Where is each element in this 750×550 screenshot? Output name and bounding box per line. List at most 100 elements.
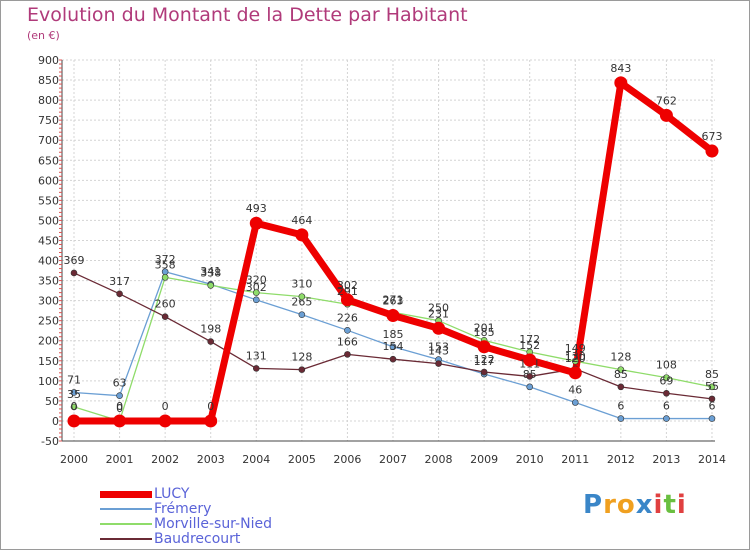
data-label: 250: [428, 302, 449, 315]
logo-letter: t: [663, 490, 677, 520]
data-label: 0: [71, 400, 78, 413]
data-point: [161, 274, 169, 281]
data-label: 226: [337, 311, 358, 324]
data-point: [298, 293, 306, 300]
data-label: 493: [246, 202, 267, 215]
x-tick-label: 2004: [242, 453, 270, 466]
proxiti-logo: Proxiti: [583, 490, 687, 520]
data-label: 149: [565, 342, 586, 355]
data-point: [617, 366, 625, 373]
data-label: 0: [116, 402, 123, 415]
data-point: [571, 357, 579, 365]
data-label: 71: [67, 373, 81, 386]
data-label: 122: [474, 353, 495, 366]
data-label: 201: [474, 321, 495, 334]
data-point: [708, 395, 716, 403]
data-label: 0: [116, 400, 123, 413]
y-tick-label: 100: [38, 375, 59, 388]
data-label: 85: [614, 368, 628, 381]
data-point: [617, 415, 625, 422]
data-label: 35: [67, 388, 81, 401]
data-point: [116, 290, 123, 298]
y-tick-label: -50: [41, 435, 59, 448]
data-label: 143: [428, 345, 449, 358]
y-tick-label: 700: [38, 134, 59, 147]
data-label: 0: [207, 400, 214, 413]
data-label: 130: [565, 350, 586, 363]
data-label: 172: [519, 333, 540, 346]
x-tick-label: 2002: [151, 453, 179, 466]
data-point: [298, 366, 306, 373]
x-tick-label: 2005: [288, 453, 316, 466]
data-point: [480, 368, 488, 376]
data-point: [477, 340, 491, 354]
data-point: [432, 321, 446, 335]
data-point: [252, 296, 260, 304]
data-label: 843: [610, 62, 631, 75]
data-label: 131: [246, 349, 267, 362]
data-point: [207, 282, 215, 289]
data-point: [389, 343, 397, 351]
logo-letter: i: [676, 490, 687, 520]
data-label: 6: [663, 400, 670, 413]
chart-title: Evolution du Montant de la Dette par Hab…: [27, 4, 468, 26]
data-label: 0: [162, 400, 169, 413]
legend-swatch-lucy: [100, 491, 152, 498]
logo-letter: P: [583, 490, 604, 520]
legend-label-baudrecourt: Baudrecourt: [154, 531, 241, 547]
data-label: 63: [113, 377, 127, 390]
x-tick-label: 2008: [425, 453, 453, 466]
data-label: 302: [337, 279, 358, 292]
data-point: [526, 373, 534, 380]
chart-unit: (en €): [27, 29, 60, 42]
data-point: [389, 355, 397, 363]
legend-label-fremery: Frémery: [154, 501, 212, 517]
data-label: 55: [705, 380, 719, 393]
data-point: [298, 311, 306, 318]
data-label: 166: [337, 335, 358, 348]
logo-letter: o: [616, 490, 636, 520]
data-point: [70, 389, 78, 396]
data-label: 152: [519, 339, 540, 352]
legend-swatch-fremery: [100, 508, 152, 510]
data-label: 6: [617, 400, 624, 413]
data-label: 310: [291, 278, 312, 291]
data-point: [344, 351, 351, 358]
x-tick-label: 2009: [470, 453, 498, 466]
x-tick-label: 2000: [60, 453, 88, 466]
data-point: [659, 108, 673, 122]
data-label: 341: [200, 265, 221, 278]
data-point: [204, 414, 218, 428]
y-tick-label: 500: [38, 214, 59, 227]
data-label: 271: [382, 293, 403, 306]
data-label: 185: [382, 328, 403, 341]
y-tick-label: 750: [38, 114, 59, 127]
x-tick-label: 2007: [379, 453, 407, 466]
data-label: 120: [565, 352, 586, 365]
data-point: [207, 338, 215, 345]
x-tick-label: 2014: [698, 453, 726, 466]
y-tick-label: 400: [38, 255, 59, 268]
data-label: 369: [64, 254, 85, 267]
data-point: [113, 414, 127, 428]
data-point: [158, 414, 172, 428]
data-point: [252, 289, 260, 296]
y-tick-label: 800: [38, 94, 59, 107]
data-label: 85: [705, 368, 719, 381]
legend-swatch-baudrecourt: [100, 538, 152, 540]
data-label: 231: [428, 307, 449, 320]
data-label: 6: [708, 400, 715, 413]
y-tick-label: 150: [38, 355, 59, 368]
logo-letter: x: [635, 490, 654, 520]
data-point: [70, 269, 78, 277]
data-label: 128: [610, 351, 631, 364]
y-tick-label: 0: [52, 415, 59, 428]
data-point: [705, 144, 719, 158]
data-point: [526, 383, 534, 391]
x-tick-label: 2001: [106, 453, 134, 466]
y-tick-label: 50: [45, 395, 59, 408]
legend-label-lucy: LUCY: [154, 486, 190, 502]
data-point: [435, 360, 442, 367]
data-point: [523, 353, 537, 367]
data-point: [161, 313, 169, 320]
